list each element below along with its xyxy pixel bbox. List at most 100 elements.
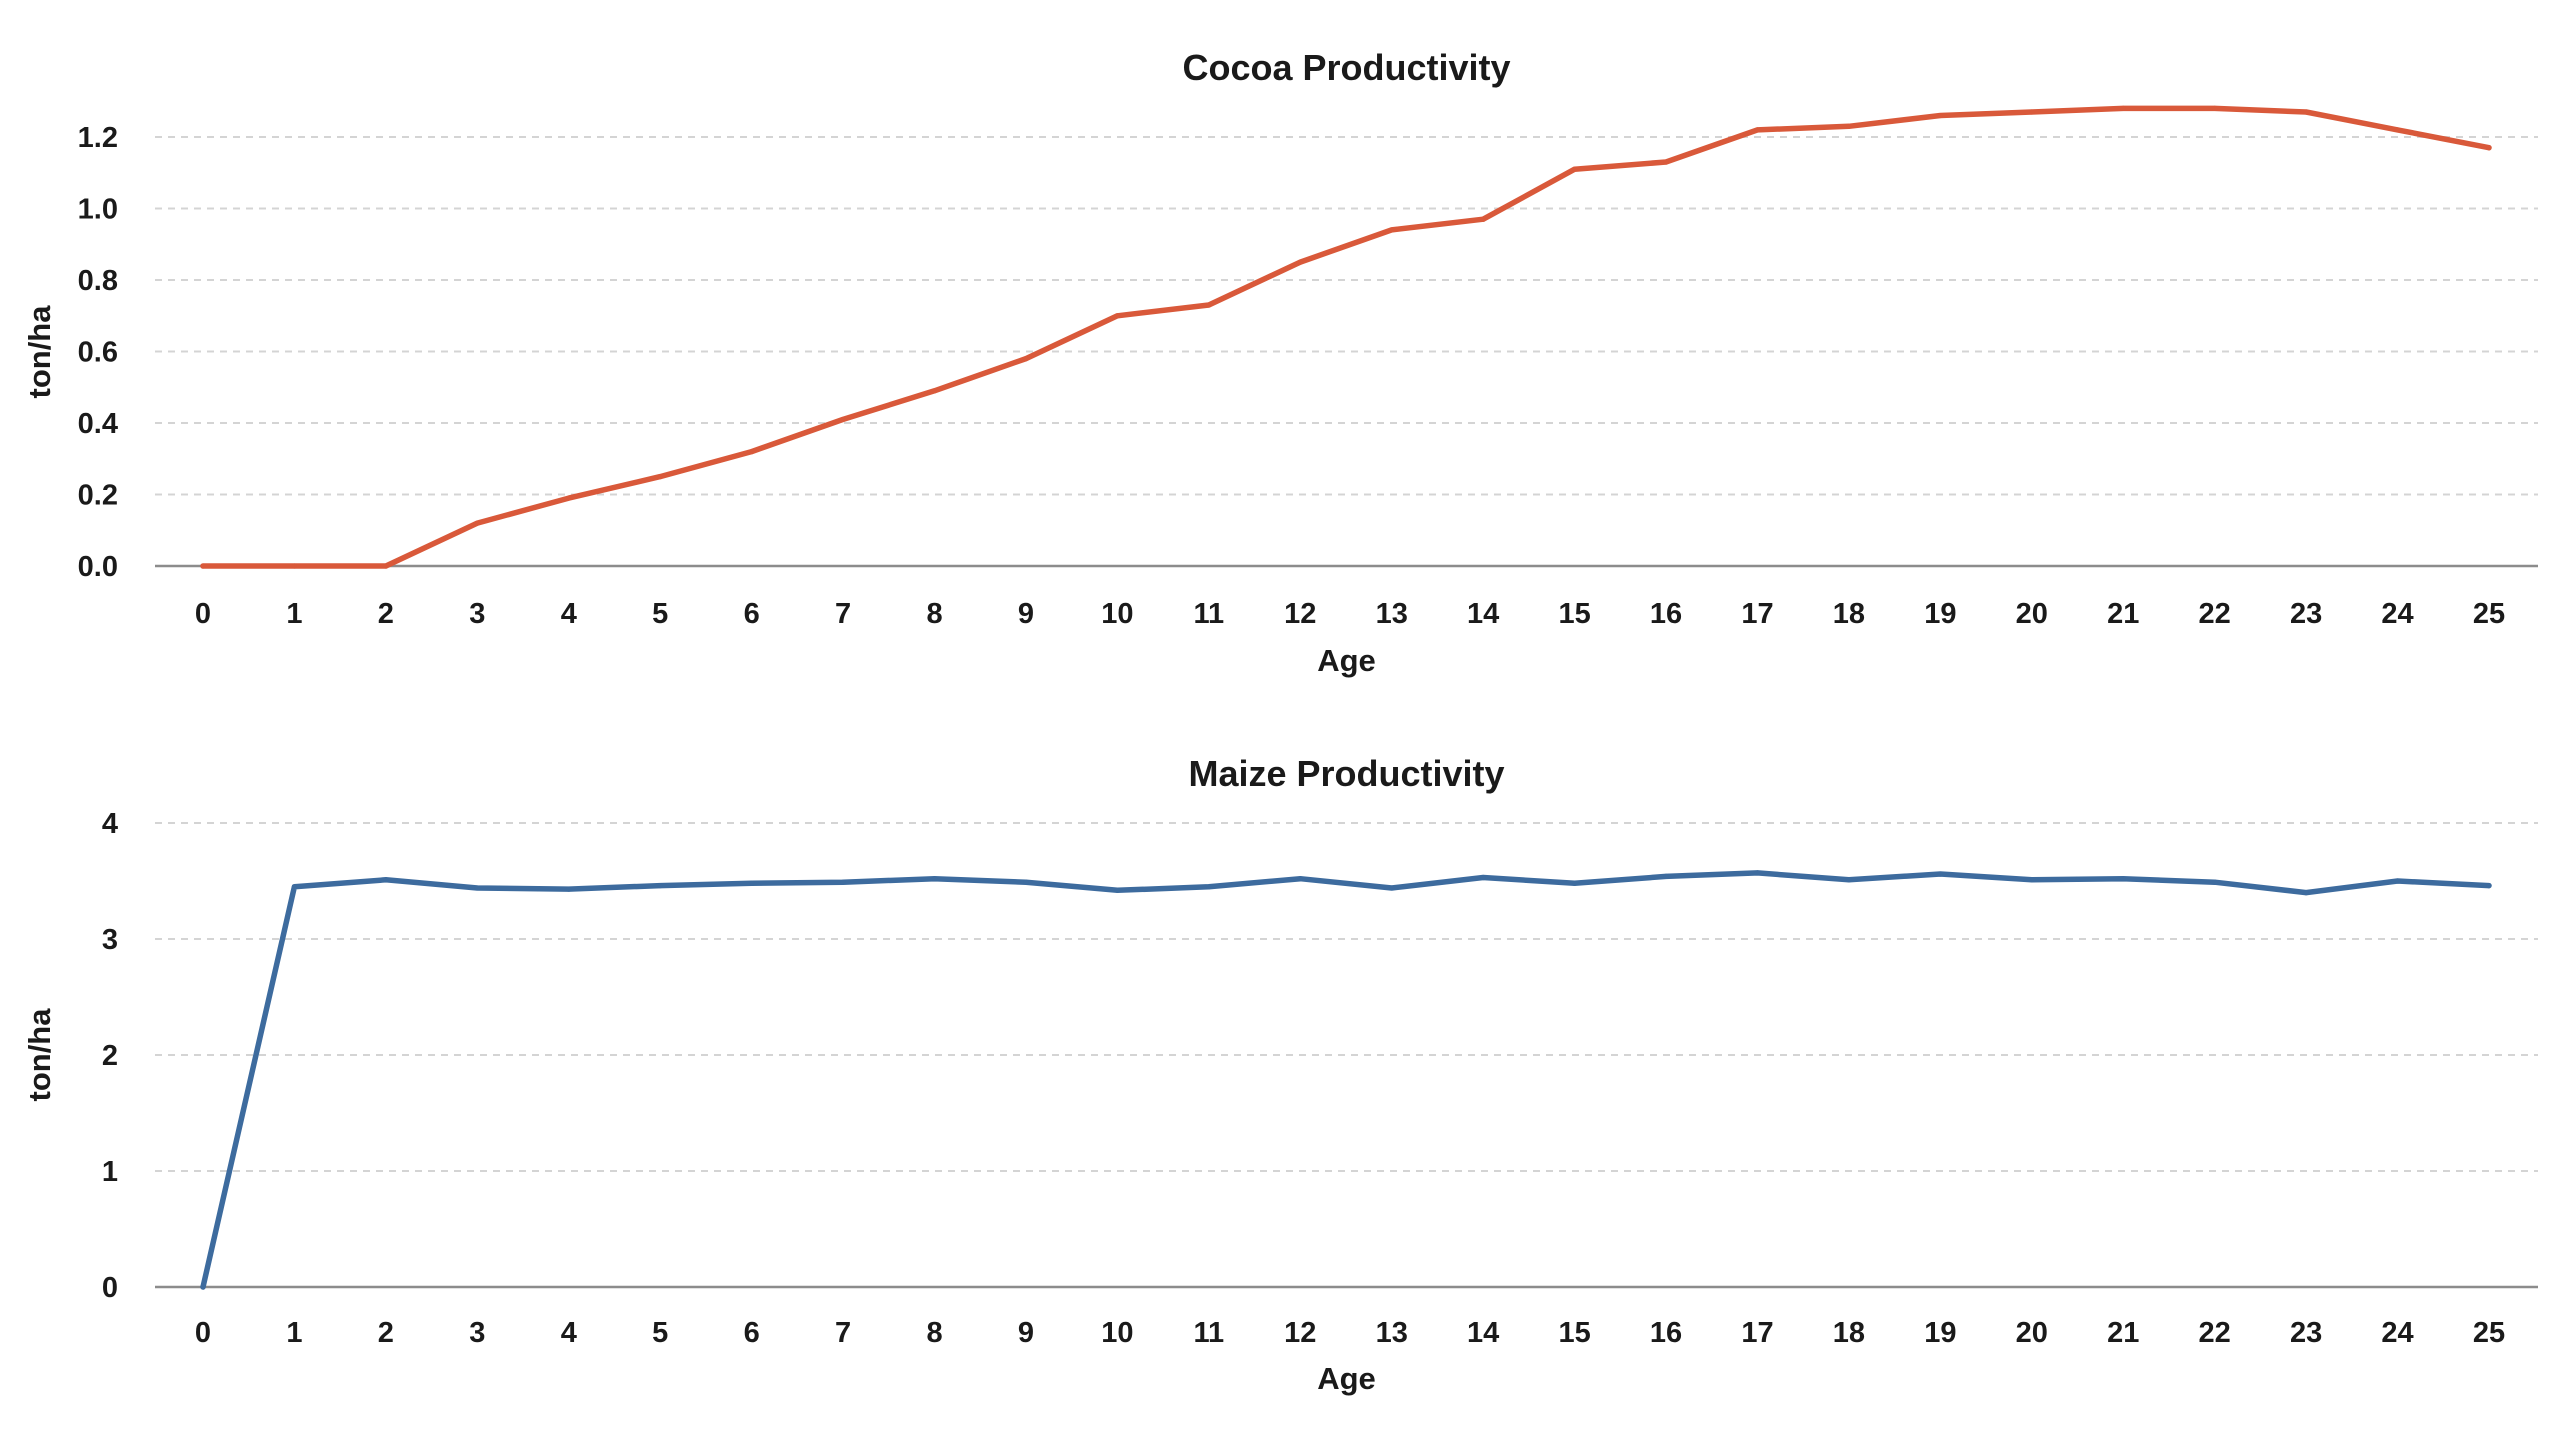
maize-y-tick-label: 3 bbox=[102, 924, 118, 956]
maize-x-tick-label: 7 bbox=[835, 1317, 851, 1349]
cocoa-data-point bbox=[1297, 259, 1303, 265]
maize-x-tick-label: 10 bbox=[1101, 1317, 1133, 1349]
cocoa-y-tick-label: 0.4 bbox=[78, 408, 118, 440]
cocoa-data-point bbox=[1480, 216, 1486, 222]
cocoa-data-point bbox=[383, 563, 389, 569]
maize-x-tick-label: 24 bbox=[2381, 1317, 2413, 1349]
cocoa-x-tick-label: 4 bbox=[561, 598, 577, 630]
cocoa-y-tick-label: 0.2 bbox=[78, 480, 118, 512]
cocoa-x-tick-label: 17 bbox=[1741, 598, 1773, 630]
maize-data-point bbox=[2486, 883, 2492, 889]
cocoa-data-point bbox=[566, 495, 572, 501]
maize-data-point bbox=[1937, 871, 1943, 877]
cocoa-x-tick-label: 25 bbox=[2473, 598, 2505, 630]
cocoa-x-tick-label: 3 bbox=[469, 598, 485, 630]
maize-data-point bbox=[383, 877, 389, 883]
maize-data-point bbox=[1023, 879, 1029, 885]
cocoa-x-tick-label: 15 bbox=[1558, 598, 1590, 630]
cocoa-x-tick-label: 11 bbox=[1194, 598, 1225, 630]
maize-x-axis-label: Age bbox=[1317, 1361, 1376, 1396]
maize-data-point bbox=[2029, 877, 2035, 883]
cocoa-data-point bbox=[1572, 166, 1578, 172]
maize-data-point bbox=[840, 879, 846, 885]
maize-series-line bbox=[200, 870, 2492, 1290]
cocoa-data-point bbox=[1114, 313, 1120, 319]
cocoa-data-point bbox=[1389, 227, 1395, 233]
cocoa-data-point bbox=[291, 563, 298, 569]
cocoa-data-point bbox=[1663, 159, 1669, 165]
cocoa-x-tick-label: 19 bbox=[1924, 598, 1956, 630]
cocoa-data-point bbox=[2394, 127, 2401, 133]
cocoa-y-tick-label: 0.8 bbox=[78, 265, 118, 297]
maize-x-tick-label: 17 bbox=[1741, 1317, 1773, 1349]
maize-x-tick-label: 11 bbox=[1194, 1317, 1225, 1349]
maize-data-point bbox=[474, 885, 480, 891]
maize-chart-title: Maize Productivity bbox=[1188, 753, 1504, 794]
cocoa-data-point bbox=[1754, 127, 1761, 133]
cocoa-x-tick-label: 2 bbox=[378, 598, 394, 630]
cocoa-x-tick-label: 21 bbox=[2107, 598, 2139, 630]
maize-y-tick-label: 0 bbox=[102, 1272, 118, 1304]
maize-data-point bbox=[1754, 870, 1761, 876]
maize-y-tick-label: 2 bbox=[102, 1040, 118, 1072]
maize-x-tick-label: 25 bbox=[2473, 1317, 2505, 1349]
maize-data-point bbox=[1389, 885, 1395, 891]
maize-x-tick-label: 22 bbox=[2199, 1317, 2231, 1349]
cocoa-x-tick-label: 16 bbox=[1650, 598, 1682, 630]
maize-x-tick-label: 9 bbox=[1018, 1317, 1034, 1349]
cocoa-chart-title: Cocoa Productivity bbox=[1182, 47, 1510, 88]
maize-x-tick-label: 2 bbox=[378, 1317, 394, 1349]
maize-x-tick-label: 5 bbox=[652, 1317, 668, 1349]
cocoa-x-tick-label: 24 bbox=[2381, 598, 2413, 630]
maize-x-tick-label: 12 bbox=[1284, 1317, 1316, 1349]
maize-y-tick-label: 1 bbox=[102, 1156, 118, 1188]
maize-x-tick-label: 6 bbox=[744, 1317, 760, 1349]
cocoa-y-tick-label: 1.0 bbox=[78, 194, 118, 226]
cocoa-data-point bbox=[1023, 356, 1029, 362]
maize-data-point bbox=[1480, 874, 1486, 881]
maize-data-point bbox=[1572, 880, 1578, 886]
maize-data-point bbox=[566, 886, 572, 892]
cocoa-data-point bbox=[474, 520, 480, 526]
maize-data-point bbox=[291, 884, 298, 890]
cocoa-data-point bbox=[749, 449, 755, 455]
cocoa-y-tick-label: 0.6 bbox=[78, 337, 118, 369]
maize-x-tick-label: 19 bbox=[1924, 1317, 1956, 1349]
maize-data-point bbox=[2120, 876, 2126, 882]
maize-x-tick-label: 18 bbox=[1833, 1317, 1865, 1349]
cocoa-x-tick-label: 8 bbox=[926, 598, 942, 630]
cocoa-y-tick-label: 0.0 bbox=[78, 551, 118, 583]
maize-x-tick-label: 3 bbox=[469, 1317, 485, 1349]
maize-data-point bbox=[2212, 879, 2218, 885]
maize-data-point bbox=[749, 880, 755, 886]
maize-data-point bbox=[2394, 878, 2401, 884]
maize-x-tick-label: 20 bbox=[2016, 1317, 2048, 1349]
cocoa-x-tick-label: 9 bbox=[1018, 598, 1034, 630]
maize-x-tick-label: 16 bbox=[1650, 1317, 1682, 1349]
cocoa-x-tick-label: 22 bbox=[2199, 598, 2231, 630]
maize-x-tick-label: 1 bbox=[286, 1317, 302, 1349]
cocoa-x-tick-label: 5 bbox=[652, 598, 668, 630]
cocoa-data-point bbox=[2120, 105, 2126, 111]
cocoa-x-tick-label: 18 bbox=[1833, 598, 1865, 630]
cocoa-data-point bbox=[2486, 145, 2492, 151]
cocoa-y-tick-label: 1.2 bbox=[78, 122, 118, 154]
maize-y-axis-label: ton/ha bbox=[22, 1008, 57, 1102]
maize-x-tick-label: 0 bbox=[195, 1317, 211, 1349]
maize-x-tick-label: 8 bbox=[926, 1317, 942, 1349]
cocoa-x-tick-label: 12 bbox=[1284, 598, 1316, 630]
cocoa-x-tick-label: 13 bbox=[1376, 598, 1408, 630]
maize-data-point bbox=[1846, 877, 1852, 883]
maize-data-point bbox=[1206, 884, 1212, 890]
maize-data-point bbox=[931, 876, 938, 882]
cocoa-data-point bbox=[1206, 302, 1212, 308]
cocoa-series-line bbox=[200, 105, 2492, 569]
cocoa-x-tick-label: 0 bbox=[195, 598, 211, 630]
maize-data-point bbox=[1663, 873, 1669, 879]
maize-x-tick-label: 14 bbox=[1467, 1317, 1499, 1349]
maize-x-tick-label: 15 bbox=[1558, 1317, 1590, 1349]
cocoa-data-point bbox=[1846, 123, 1852, 129]
